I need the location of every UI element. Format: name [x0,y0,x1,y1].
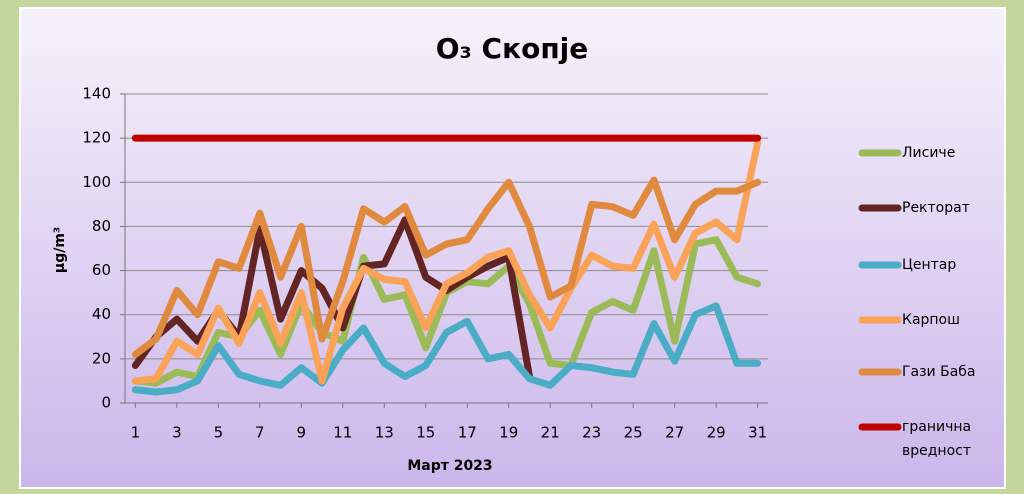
x-tick-label: 21 [541,424,560,442]
x-tick-label: 25 [624,424,643,442]
x-tick-label: 27 [665,424,684,442]
legend-label: Лисиче [902,145,956,161]
x-tick-label: 9 [297,424,307,442]
series-line [131,302,762,396]
legend-label: Карпош [902,312,960,328]
y-tick-label: 140 [82,85,111,103]
y-tick-label: 80 [92,217,111,235]
x-axis-label: Март 2023 [407,458,492,474]
y-tick-label: 0 [101,394,111,412]
chart-title: O₃ Скопје [436,32,589,65]
x-tick-label: 31 [748,424,767,442]
x-tick-label: 17 [458,424,477,442]
y-axis-label: µg/m³ [52,227,68,273]
x-tick-label: 13 [375,424,394,442]
x-tick-label: 1 [131,424,141,442]
series-line [131,176,762,358]
x-tick-label: 3 [172,424,182,442]
y-tick-label: 60 [92,261,111,279]
x-tick-label: 15 [416,424,435,442]
y-tick-label: 120 [82,129,111,147]
x-tick-label: 11 [333,424,352,442]
legend-label: Гази Баба [902,364,976,380]
series-line [131,139,762,385]
x-tick-label: 19 [499,424,518,442]
x-tick-label: 7 [255,424,265,442]
legend-label: Центар [902,257,957,273]
chart-area [19,7,1006,489]
x-tick-label: 5 [214,424,224,442]
legend-label: гранична вредност [902,419,972,459]
x-tick-label: 29 [707,424,726,442]
legend-label: Ректорат [902,200,970,216]
x-tick-label: 23 [582,424,601,442]
y-tick-label: 100 [82,173,111,191]
y-tick-label: 20 [92,349,111,367]
y-tick-label: 40 [92,305,111,323]
